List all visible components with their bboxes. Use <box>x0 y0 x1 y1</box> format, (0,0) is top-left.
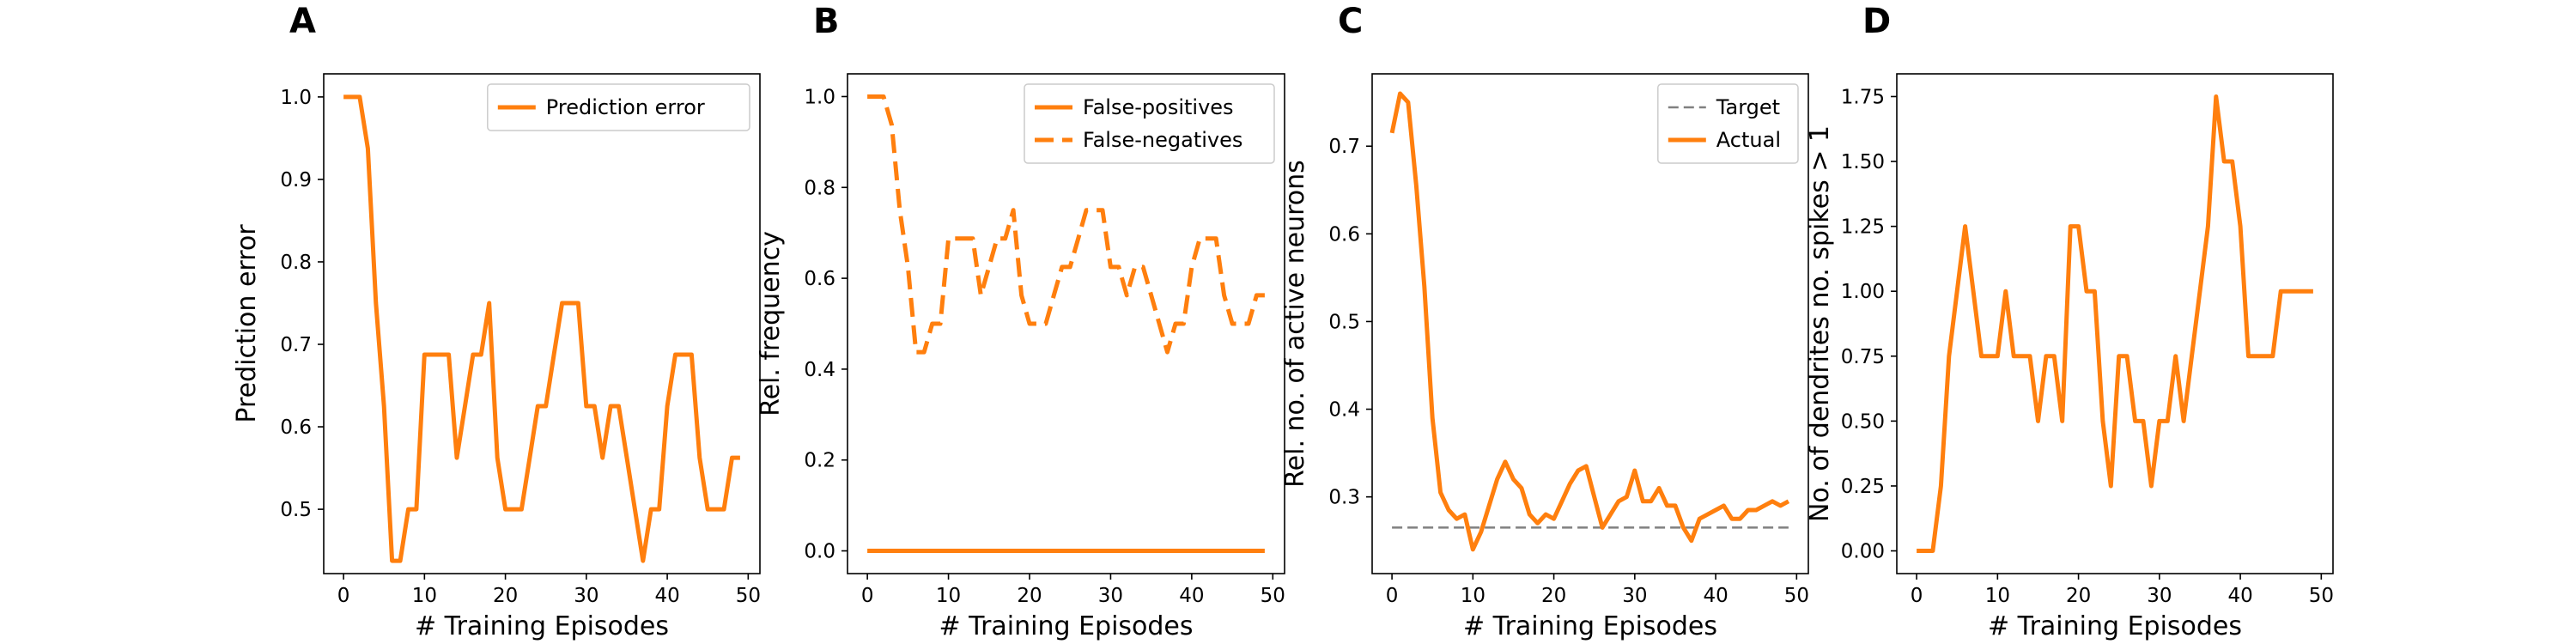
axes-frame <box>1896 73 2334 574</box>
x-axis-label: # Training Episodes <box>415 611 669 641</box>
y-tick-label: 0.5 <box>280 499 312 521</box>
series-line-0 <box>343 94 740 563</box>
y-tick-label: 0.8 <box>280 252 312 274</box>
legend-box <box>487 83 750 131</box>
y-tick-label: 0.2 <box>804 450 835 472</box>
panel-c: C 0 10 20 30 40 50 0.3 0.4 0.5 0.6 0.7 # Training Ep… <box>1280 2 1809 641</box>
axes-frame <box>1371 73 1809 574</box>
y-tick-label: 0.9 <box>280 169 312 191</box>
x-tick-label: 30 <box>1622 585 1647 607</box>
x-tick-label: 20 <box>1541 585 1566 607</box>
y-tick-label: 0.6 <box>804 268 835 290</box>
series-line-1 <box>867 94 1265 355</box>
y-tick-label: 0.50 <box>1841 410 1885 433</box>
x-axis-label: # Training Episodes <box>939 611 1193 641</box>
y-tick-label: 1.00 <box>1841 281 1885 303</box>
y-tick-label: 0.6 <box>280 416 312 439</box>
legend: Target Actual <box>1657 83 1799 164</box>
x-tick-label: 30 <box>2147 585 2172 607</box>
y-tick-label: 1.50 <box>1841 151 1885 173</box>
x-tick-label: 50 <box>1261 585 1285 607</box>
y-tick-label: 0.8 <box>804 177 835 199</box>
x-tick-label: 0 <box>1386 585 1399 607</box>
y-tick-label: 0.75 <box>1841 346 1885 368</box>
x-tick-label: 40 <box>654 585 679 607</box>
panel-letter: C <box>1338 2 1363 41</box>
x-tick-label: 10 <box>1985 585 2010 607</box>
legend-label: False-positives <box>1083 95 1234 119</box>
x-tick-label: 50 <box>736 585 761 607</box>
x-tick-label: 0 <box>337 585 350 607</box>
panel-letter: D <box>1862 2 1891 41</box>
panel-a: A 0 10 20 30 40 50 0.5 0.6 0.7 0.8 0.9 1.0 # Training… <box>232 2 761 641</box>
y-tick-label: 0.25 <box>1841 476 1885 498</box>
x-tick-label: 20 <box>493 585 518 607</box>
panel-letter: B <box>813 2 840 41</box>
x-axis-label: # Training Episodes <box>1988 611 2242 641</box>
y-tick-label: 1.0 <box>280 87 312 109</box>
x-tick-label: 0 <box>861 585 874 607</box>
y-tick-label: 0.7 <box>1328 136 1360 158</box>
x-tick-label: 20 <box>1017 585 1042 607</box>
x-tick-label: 50 <box>1784 585 1809 607</box>
y-tick-label: 0.5 <box>1328 311 1360 333</box>
series-line-1 <box>1389 91 1790 552</box>
x-tick-label: 50 <box>2309 585 2334 607</box>
legend-label: False-negatives <box>1083 128 1242 152</box>
x-tick-label: 10 <box>936 585 961 607</box>
x-tick-label: 40 <box>1703 585 1728 607</box>
legend: Prediction error <box>487 83 750 131</box>
y-tick-label: 0.4 <box>1328 399 1360 422</box>
x-tick-label: 20 <box>2066 585 2091 607</box>
y-tick-label: 1.25 <box>1841 216 1885 239</box>
x-tick-label: 10 <box>1461 585 1485 607</box>
x-tick-label: 10 <box>412 585 437 607</box>
y-tick-label: 0.0 <box>804 541 835 563</box>
x-tick-label: 0 <box>1911 585 1923 607</box>
x-tick-label: 30 <box>1098 585 1123 607</box>
y-axis-label: No. of dendrites no. spikes > 1 <box>1805 125 1835 522</box>
panel-letter: A <box>289 2 316 41</box>
y-tick-label: 0.00 <box>1841 541 1885 563</box>
legend: False-positives False-negatives <box>1024 83 1275 164</box>
legend-box <box>1024 83 1275 164</box>
x-tick-label: 40 <box>1179 585 1204 607</box>
axes-frame <box>323 73 761 574</box>
y-axis-label: Rel. no. of active neurons <box>1280 160 1310 488</box>
x-tick-label: 30 <box>574 585 598 607</box>
x-tick-label: 40 <box>2227 585 2252 607</box>
legend-label: Actual <box>1716 128 1781 152</box>
axes-frame <box>847 73 1285 574</box>
y-tick-label: 0.3 <box>1328 487 1360 509</box>
x-axis-label: # Training Episodes <box>1463 611 1717 641</box>
y-tick-label: 1.0 <box>804 86 835 108</box>
panel-d: D 0 10 20 30 40 50 0.00 0.25 0.50 0.75 1.00 1.25 1.50… <box>1805 2 2334 641</box>
y-tick-label: 1.75 <box>1841 86 1885 108</box>
legend-box <box>1657 83 1799 164</box>
panel-b: B 0 10 20 30 40 50 0.0 0.2 0.4 0.6 0.8 1.0 # Training… <box>756 2 1285 641</box>
y-axis-label: Rel. frequency <box>756 231 786 416</box>
series-line-0 <box>1917 94 2313 553</box>
y-tick-label: 0.6 <box>1328 223 1360 246</box>
y-tick-label: 0.4 <box>804 359 835 381</box>
legend-label: Target <box>1716 95 1780 119</box>
y-axis-label: Prediction error <box>232 224 262 423</box>
legend-label: Prediction error <box>546 95 705 119</box>
y-tick-label: 0.7 <box>280 334 312 356</box>
